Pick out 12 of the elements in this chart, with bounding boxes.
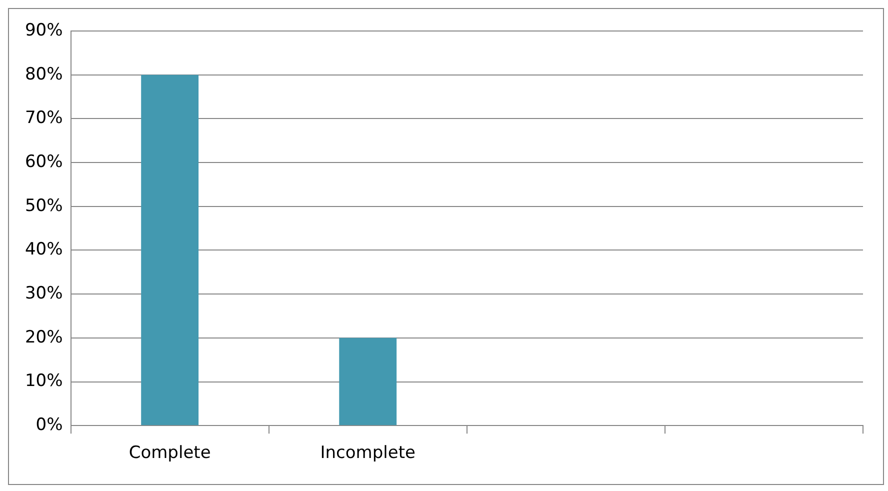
- y-tick-label: 80%: [24, 64, 63, 84]
- y-tick-label: 50%: [24, 196, 63, 216]
- x-tick-label: Incomplete: [320, 443, 416, 464]
- y-tick-label: 70%: [24, 108, 63, 128]
- y-tick-label: 20%: [24, 327, 63, 348]
- y-tick-label: 30%: [24, 283, 63, 304]
- x-tick-label: Complete: [128, 443, 211, 464]
- y-tick-label: 0%: [36, 415, 63, 436]
- y-tick-label: 60%: [24, 152, 63, 172]
- y-tick-label: 90%: [24, 20, 63, 40]
- y-tick-label: 10%: [24, 371, 63, 392]
- y-tick-label: 40%: [24, 240, 63, 260]
